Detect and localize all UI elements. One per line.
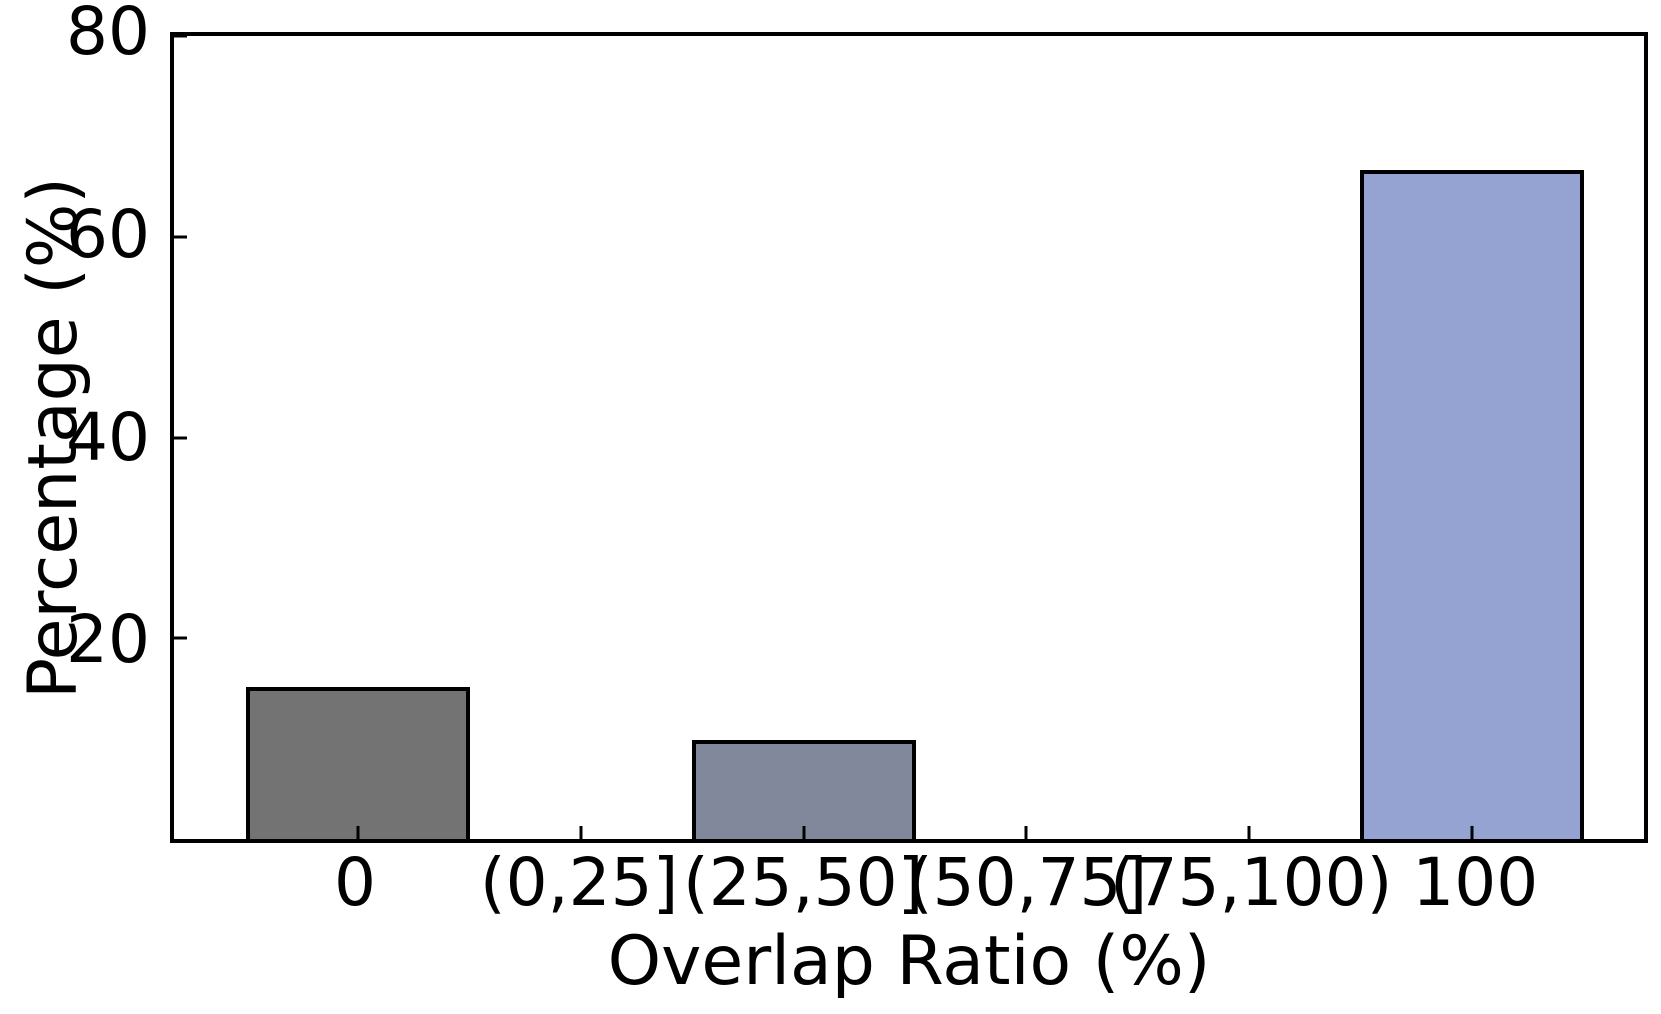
x-tick-label: (75,100)	[1109, 844, 1393, 921]
y-tick-mark	[174, 636, 187, 640]
x-tick-label: 0	[334, 844, 377, 921]
x-tick-mark	[1247, 826, 1251, 839]
y-tick-label: 20	[66, 601, 150, 679]
x-tick-label: (0,25]	[479, 844, 679, 921]
x-tick-mark	[579, 826, 583, 839]
x-tick-mark	[1470, 826, 1474, 839]
bar-100	[1360, 169, 1584, 839]
x-axis-label: Overlap Ratio (%)	[607, 922, 1211, 1001]
x-tick-mark	[356, 826, 360, 839]
bar-(25,50]	[691, 739, 916, 839]
bar-0	[246, 687, 470, 839]
x-tick-label: (50,75]	[906, 844, 1148, 921]
x-tick-label: 100	[1412, 844, 1539, 921]
x-tick-mark	[802, 826, 806, 839]
x-tick-mark	[1024, 826, 1028, 839]
y-tick-label: 80	[66, 0, 150, 70]
plot-area	[170, 32, 1648, 843]
x-tick-label: (25,50]	[682, 844, 924, 921]
y-tick-label: 60	[66, 195, 150, 273]
y-tick-label: 40	[66, 398, 150, 476]
y-tick-mark	[174, 235, 187, 239]
y-tick-mark	[174, 436, 187, 439]
y-tick-mark	[174, 34, 187, 38]
